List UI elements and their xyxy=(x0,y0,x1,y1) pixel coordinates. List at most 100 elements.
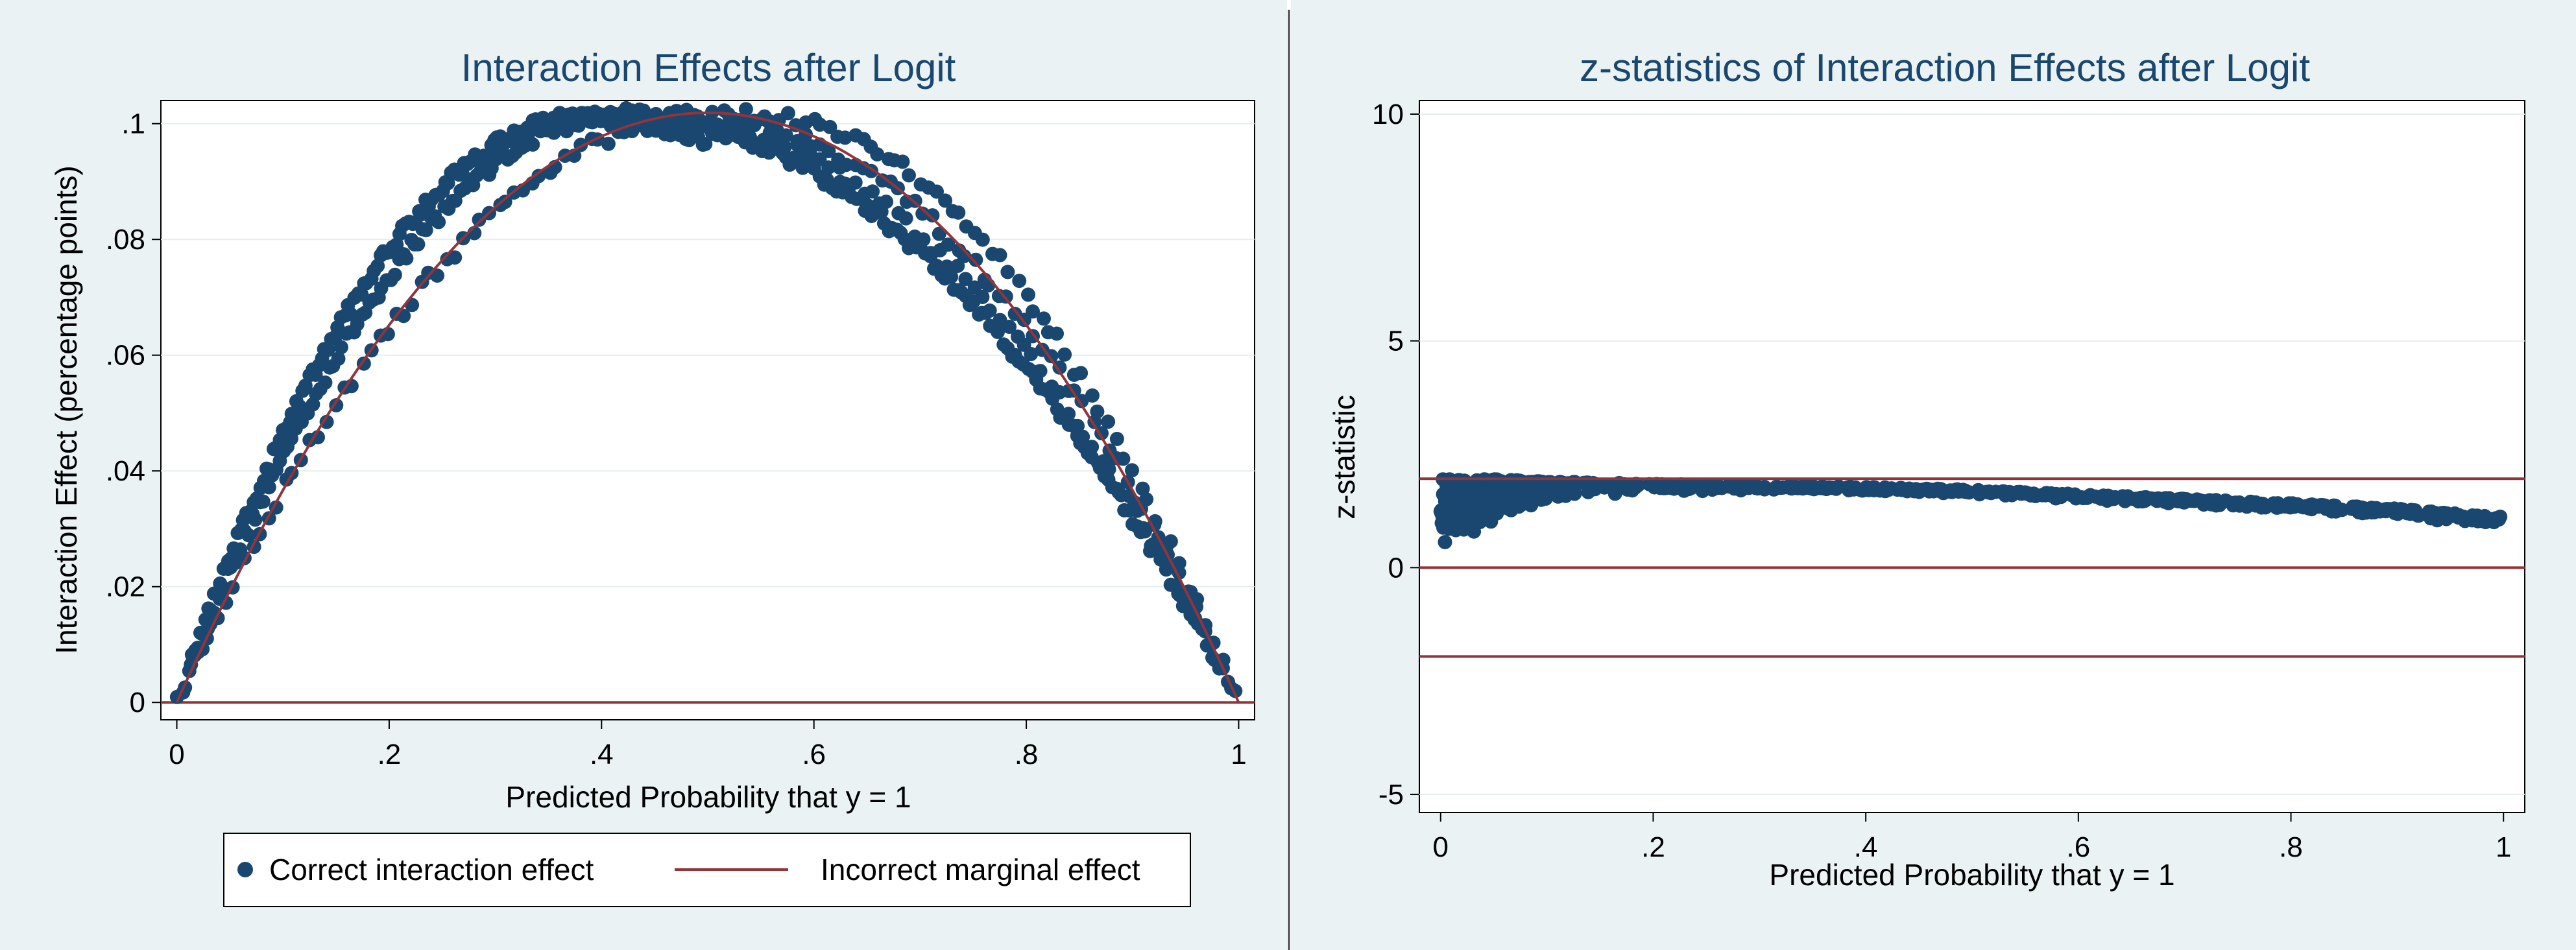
legend-label-correct: Correct interaction effect xyxy=(269,853,594,886)
z-statistic-points xyxy=(1433,472,2508,549)
interaction-effect-point xyxy=(865,184,880,199)
z-statistic-point xyxy=(1943,483,1958,498)
z-statistic-point xyxy=(1462,494,1477,509)
z-statistic-point xyxy=(2403,505,2418,519)
z-statistic-point xyxy=(1856,482,1871,497)
z-statistic-point xyxy=(1711,479,1726,493)
z-statistic-point xyxy=(1841,481,1855,495)
z-statistic-point xyxy=(2365,503,2380,517)
z-statistic-point xyxy=(2039,486,2054,501)
interaction-effect-point xyxy=(658,127,672,141)
y-tick-label: .1 xyxy=(121,108,145,140)
x-tick-label: 1 xyxy=(2496,831,2511,863)
interaction-effect-point xyxy=(969,252,983,267)
y-tick-label: -5 xyxy=(1378,779,1404,811)
interaction-effect-point xyxy=(950,259,965,273)
interaction-effect-point xyxy=(472,212,487,227)
z-statistic-point xyxy=(1895,482,1910,497)
interaction-effect-point xyxy=(1074,366,1089,381)
x-tick-label: .4 xyxy=(590,739,614,770)
correct-interaction-effect-points xyxy=(169,101,1243,704)
z-statistic-point xyxy=(2212,497,2227,512)
x-tick-label: 1 xyxy=(1231,739,1246,770)
right-reference-lines xyxy=(1419,477,2525,658)
z-statistic-point xyxy=(1668,480,1683,495)
z-statistic-point xyxy=(2493,509,2508,524)
interaction-effect-point xyxy=(982,303,997,318)
interaction-effect-point xyxy=(938,193,953,208)
interaction-effect-point xyxy=(1002,320,1017,334)
z-statistic-point xyxy=(1567,486,1582,501)
interaction-effect-point xyxy=(1163,534,1178,549)
left-legend: Correct interaction effect Incorrect mar… xyxy=(223,833,1191,907)
z-statistic-point xyxy=(1439,479,1454,493)
interaction-effect-point xyxy=(898,211,913,226)
interaction-effect-point xyxy=(1116,451,1131,466)
interaction-effect-point xyxy=(226,541,241,556)
interaction-effect-point xyxy=(411,237,426,252)
interaction-effect-point xyxy=(993,248,1007,263)
z-statistic-point xyxy=(1802,479,1817,493)
z-statistic-point xyxy=(1487,482,1502,497)
right-x-axis-ticks: 0 .2 .4 .6 .8 1 xyxy=(1433,813,2511,863)
interaction-effect-point xyxy=(932,226,946,241)
interaction-effect-point xyxy=(975,290,990,304)
interaction-effect-point xyxy=(1144,538,1159,553)
interaction-effect-point xyxy=(916,232,931,247)
left-x-axis-label: Predicted Probability that y = 1 xyxy=(505,780,911,814)
interaction-effect-point xyxy=(331,351,346,366)
y-tick-label: .08 xyxy=(106,224,145,255)
left-y-axis-ticks: 0 .02 .04 .06 .08 .1 xyxy=(106,108,161,718)
interaction-effect-point xyxy=(802,144,817,159)
interaction-effect-point xyxy=(418,222,433,237)
interaction-effect-point xyxy=(821,160,836,175)
z-statistic-point xyxy=(2097,488,2112,503)
interaction-effect-point xyxy=(777,139,792,154)
z-statistic-point xyxy=(1692,479,1706,494)
z-statistic-point xyxy=(2243,494,2258,509)
interaction-effect-point xyxy=(939,259,954,274)
z-statistic-point xyxy=(2352,501,2366,516)
interaction-effect-point xyxy=(1070,418,1085,433)
z-statistic-point xyxy=(1877,480,1892,495)
interaction-effect-point xyxy=(320,342,335,357)
x-tick-label: .8 xyxy=(2279,831,2303,863)
interaction-effect-point xyxy=(571,117,586,132)
z-statistic-point xyxy=(2064,488,2078,503)
interaction-effect-point xyxy=(354,287,369,302)
interaction-effect-point xyxy=(1061,407,1076,422)
interaction-effect-point xyxy=(1085,388,1100,403)
interaction-effect-point xyxy=(1076,429,1090,444)
left-chart-title: Interaction Effects after Logit xyxy=(461,46,956,89)
z-statistic-point xyxy=(1434,506,1449,521)
interaction-effect-point xyxy=(958,272,973,287)
interaction-effect-point xyxy=(311,430,325,445)
interaction-effect-point xyxy=(925,208,940,223)
x-tick-label: 0 xyxy=(1433,831,1449,863)
interaction-effect-point xyxy=(933,243,948,257)
z-statistic-point xyxy=(1649,477,1664,492)
interaction-effect-point xyxy=(1000,265,1015,279)
z-statistic-point xyxy=(2113,490,2128,505)
z-statistic-point xyxy=(2137,490,2152,505)
y-tick-label: 0 xyxy=(1388,552,1404,584)
z-statistic-point xyxy=(1438,489,1452,504)
interaction-effect-point xyxy=(991,324,1005,339)
interaction-effect-point xyxy=(1026,304,1040,319)
interaction-effect-point xyxy=(673,124,688,139)
right-y-axis-ticks: -5 0 5 10 xyxy=(1372,99,1419,811)
interaction-effect-point xyxy=(213,576,228,591)
z-statistic-point xyxy=(1727,481,1742,496)
interaction-effect-point xyxy=(343,307,358,322)
z-statistic-point xyxy=(1784,481,1799,496)
interaction-effect-point xyxy=(1033,364,1048,379)
z-statistic-point xyxy=(2162,491,2176,506)
x-tick-label: .2 xyxy=(378,739,402,770)
x-tick-label: .6 xyxy=(802,739,826,770)
interaction-effect-point xyxy=(879,195,894,209)
z-statistic-point xyxy=(1998,488,2013,503)
z-statistic-point xyxy=(2187,493,2202,508)
interaction-effect-point xyxy=(531,169,546,184)
z-statistic-point xyxy=(1915,482,1930,497)
